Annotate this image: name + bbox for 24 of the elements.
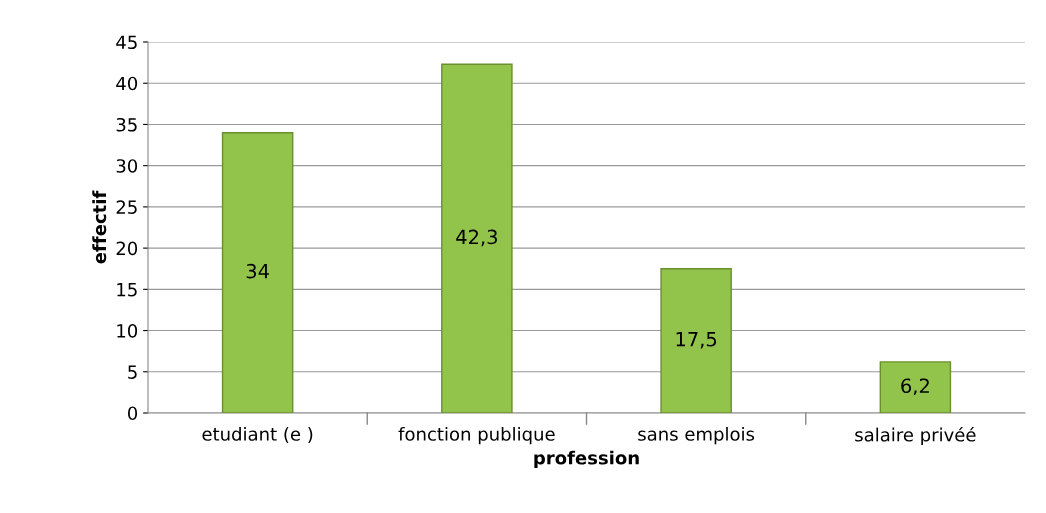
- bar: [441, 63, 513, 413]
- data-label: 34: [246, 263, 269, 279]
- y-tick-label: 5: [128, 365, 137, 379]
- y-tick-label: 35: [116, 117, 137, 132]
- y-tick-label: 45: [116, 35, 137, 50]
- x-axis-title: profession: [534, 450, 639, 469]
- y-tick-label: 30: [116, 159, 138, 173]
- y-tick-label: 10: [117, 324, 138, 338]
- y-tick-label: 40: [116, 76, 138, 91]
- x-tick-label: sans emplois: [638, 426, 755, 445]
- y-tick-label: 20: [116, 241, 138, 256]
- y-axis-title: effectif: [92, 190, 107, 264]
- data-label: 17,5: [676, 332, 717, 349]
- bar: [660, 268, 732, 413]
- y-tick-label: 25: [116, 200, 137, 215]
- bar: [221, 131, 294, 413]
- data-label: 42,3: [456, 229, 497, 247]
- x-tick-label: etudiant (e ): [202, 426, 313, 443]
- data-label: 6,2: [901, 378, 929, 396]
- x-tick-label: salaire privéé: [855, 426, 976, 446]
- x-tick-label: fonction publique: [398, 426, 555, 445]
- y-tick-label: 15: [117, 283, 137, 297]
- bar: [879, 361, 952, 413]
- y-tick-label: 0: [127, 406, 138, 421]
